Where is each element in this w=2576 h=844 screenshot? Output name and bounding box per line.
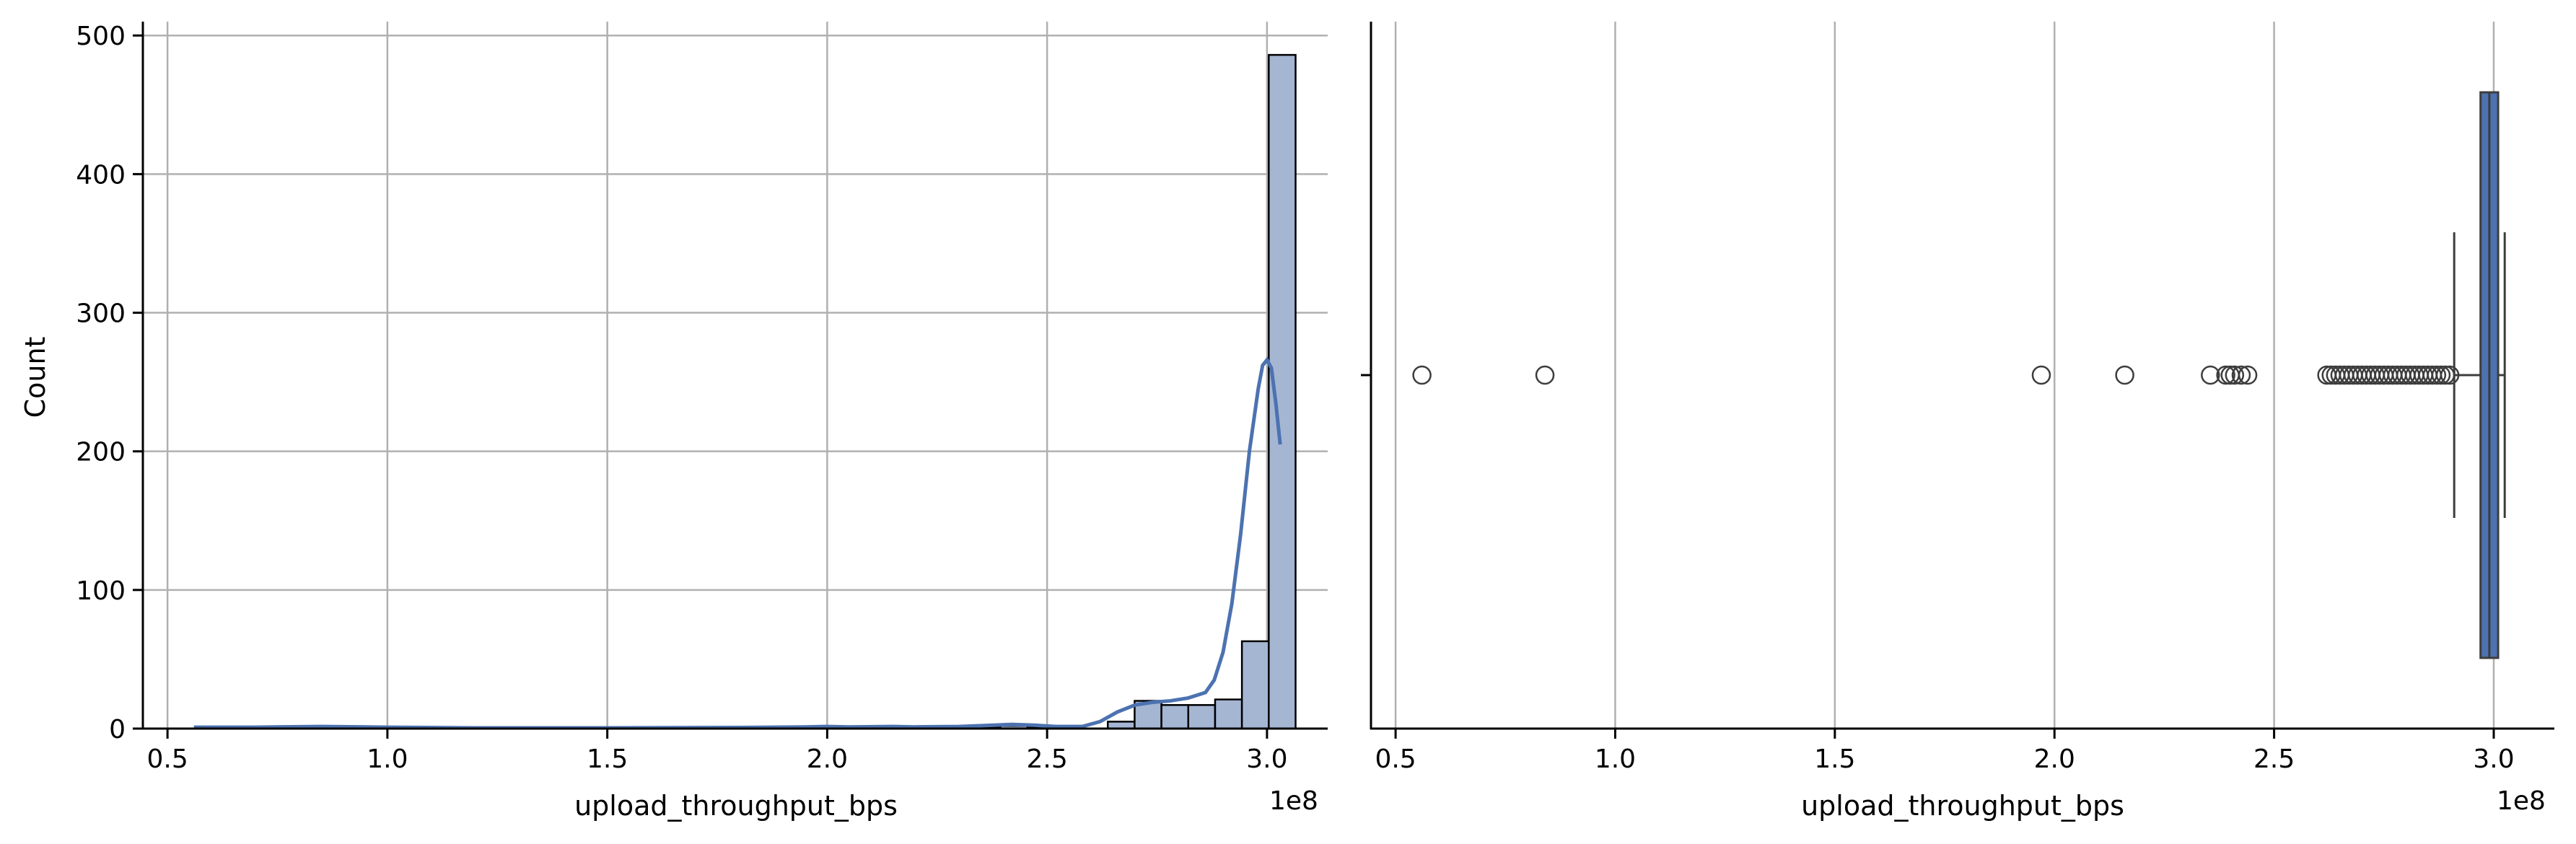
x-tick-label: 2.0 [807,744,848,774]
histogram-axes [141,22,1328,730]
x-tick-label: 0.5 [146,744,188,774]
y-tick-label: 200 [76,438,126,467]
histogram-bar [1160,704,1190,730]
histogram-y-ticks: 0 100 200 300 400 500 [76,22,143,744]
histogram-panel: 0.5 1.0 1.5 2.0 2.5 3.0 0 100 200 300 400 500 uplo… [19,22,1328,822]
histogram-x-axis-label: upload_throughput_bps [574,790,898,822]
boxplot-panel: 0.5 1.0 1.5 2.0 2.5 3.0 upload_throughput_bps… [1361,22,2554,822]
histogram-grid [143,22,1328,730]
histogram-y-axis-label: Count [19,337,51,418]
outlier-point [2427,365,2447,385]
boxplot-grid [1394,22,2495,729]
outlier-point [1535,365,1555,385]
histogram-bar [1240,640,1270,730]
histogram-bars [973,53,1297,730]
boxplot-box [2453,91,2506,659]
x-tick-label: 1.5 [1814,744,1855,774]
x-tick-label: 3.0 [2473,744,2514,774]
histogram-x-offset-label: 1e8 [1269,786,1318,816]
histogram-x-ticks: 0.5 1.0 1.5 2.0 2.5 3.0 [146,729,1288,774]
outlier-point [2031,365,2051,385]
y-tick-label: 400 [76,160,126,190]
outlier-point [2225,365,2245,385]
kde-curve [193,356,1282,730]
boxplot-x-ticks: 0.5 1.0 1.5 2.0 2.5 3.0 [1375,729,2515,774]
y-tick-label: 300 [76,299,126,329]
outlier-point [2201,365,2220,385]
x-tick-label: 2.0 [2034,744,2075,774]
y-tick-label: 100 [76,576,126,606]
outlier-point [2431,365,2451,385]
y-tick-label: 500 [76,22,126,51]
outlier-point [1412,365,1432,385]
boxplot-axes [1361,22,2554,730]
x-tick-label: 1.0 [367,744,408,774]
outlier-point [2216,365,2235,385]
histogram-bar [1214,698,1243,730]
x-tick-label: 0.5 [1375,744,1416,774]
outlier-point [2115,365,2134,385]
boxplot-outliers [1412,365,2460,385]
outlier-point [2231,365,2251,385]
boxplot-x-axis-label: upload_throughput_bps [1801,790,2124,822]
histogram-bar [1187,704,1217,730]
x-tick-label: 1.0 [1595,744,1636,774]
boxplot-x-offset-label: 1e8 [2497,786,2546,816]
x-tick-label: 1.5 [587,744,628,774]
x-tick-label: 2.5 [1027,744,1068,774]
y-tick-label: 0 [109,715,126,744]
x-tick-label: 3.0 [1246,744,1287,774]
outlier-point [2238,365,2258,385]
x-tick-label: 2.5 [2253,744,2295,774]
